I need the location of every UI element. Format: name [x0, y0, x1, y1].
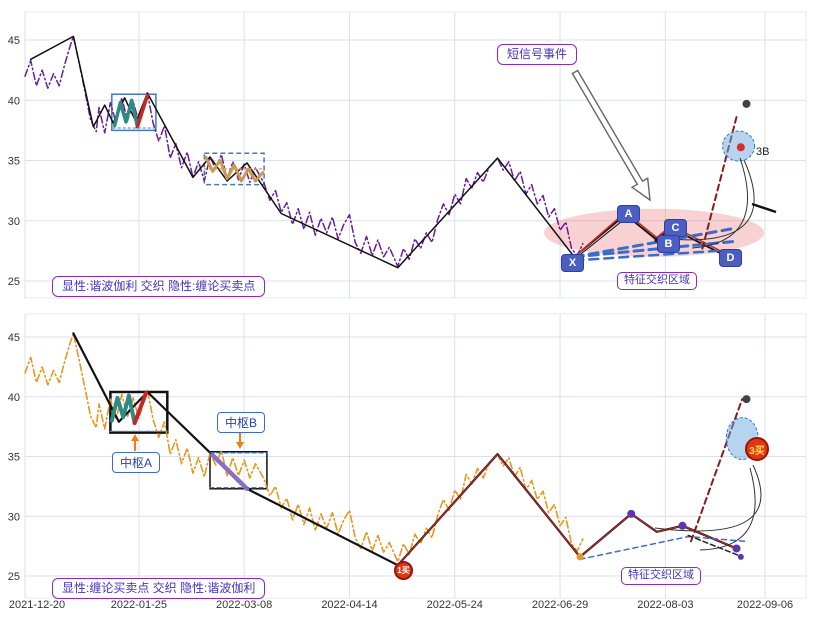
legend-caption-top: 显性:谐波伽利 交织 隐性:缠论买卖点 [52, 276, 266, 297]
y-tick-label: 45 [8, 332, 20, 344]
pivot-a-label[interactable]: 中枢A [112, 452, 161, 473]
annotation-arrow [236, 431, 244, 449]
harmonic-box-1 [111, 93, 157, 132]
series-tan-harmonic [204, 155, 265, 183]
annotation-curve [699, 467, 756, 551]
feature-weave-zone-label-top[interactable]: 特征交织区域 [617, 272, 697, 290]
y-tick-label: 40 [8, 95, 20, 107]
pivot-dot [742, 99, 751, 108]
sms-signal-event-label[interactable]: 短信号事件 [497, 44, 578, 65]
feature-weave-zone-label-bottom[interactable]: 特征交织区域 [621, 567, 701, 585]
node-D[interactable]: D [719, 249, 742, 267]
series-red-harmonic [135, 93, 150, 129]
node-B[interactable]: B [657, 235, 680, 253]
buy-point-1-marker[interactable]: 1买 [394, 561, 413, 580]
series-fan-black-2 [573, 217, 626, 260]
x-tick-label: 2022-04-14 [321, 599, 377, 611]
x-tick-label: 2021-12-20 [9, 599, 65, 611]
x-tick-label: 2022-08-03 [637, 599, 693, 611]
series-blue-dashed-1 [572, 226, 738, 259]
pivot-box-B [209, 450, 268, 490]
node-A[interactable]: A [617, 205, 640, 223]
pivot-dot [627, 509, 636, 518]
pivot-dot [678, 521, 687, 530]
x-tick-label: 2022-03-08 [216, 599, 272, 611]
y-tick-label: 25 [8, 571, 20, 583]
y-tick-label: 45 [8, 35, 20, 47]
pivot-dot [732, 544, 741, 553]
x-tick-label: 2022-09-06 [737, 599, 793, 611]
series-blue-dashed-2 [572, 239, 738, 259]
annotation-tick [751, 202, 777, 214]
series-purple-pen [210, 453, 250, 492]
panel-top: 45 40 35 30 25 [8, 11, 807, 299]
y-tick-label: 25 [8, 276, 20, 288]
panel-bottom: 45 40 35 30 25 [8, 313, 807, 599]
series-blue-dashed [579, 535, 746, 561]
y-tick-label: 35 [8, 452, 20, 464]
series-segment-line [29, 35, 576, 269]
x-tick-label: 2022-01-25 [111, 599, 167, 611]
y-tick-label: 30 [8, 216, 20, 228]
annotation-curve [691, 157, 748, 249]
series-black-dashed [687, 534, 741, 557]
legend-caption-bottom: 显性:缠论买卖点 交织 隐性:谐波伽利 [52, 578, 266, 599]
x-tick-label: 2022-06-29 [532, 599, 588, 611]
x-tick-label: 2022-05-24 [427, 599, 483, 611]
y-tick-label: 35 [8, 156, 20, 168]
three-b-marker-label: 3B [756, 146, 770, 158]
y-tick-label: 30 [8, 511, 20, 523]
harmonic-box-2 [203, 152, 265, 186]
annotation-arrow [571, 69, 651, 202]
annotation-curve [659, 159, 755, 241]
pivot-b-label[interactable]: 中枢B [217, 412, 266, 433]
pivot-dot [742, 395, 751, 404]
pivot-dot [737, 553, 744, 560]
series-price-dashdot [24, 35, 584, 268]
series-teal-harmonic [112, 98, 140, 129]
series-price-dashdot [24, 332, 584, 563]
pivot-dot [576, 553, 584, 561]
pivot-dot [736, 143, 745, 152]
annotation-arrow [131, 434, 139, 451]
series-blue-dashed-3 [573, 249, 718, 262]
node-X[interactable]: X [561, 254, 584, 272]
series-teal-pen [109, 393, 137, 425]
y-tick-label: 40 [8, 392, 20, 404]
buy-point-3-marker[interactable]: 3买 [745, 437, 769, 461]
series-red-pen [132, 391, 148, 425]
annotation-curve [654, 464, 762, 532]
